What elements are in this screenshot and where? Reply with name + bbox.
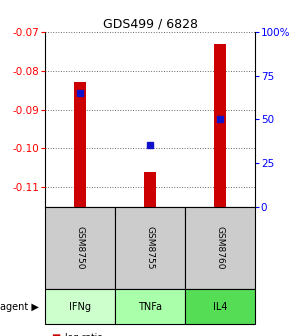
Text: IL4: IL4 <box>213 302 227 311</box>
Text: IFNg: IFNg <box>69 302 91 311</box>
Bar <box>214 44 226 207</box>
Text: GSM8750: GSM8750 <box>75 226 84 269</box>
Text: GSM8755: GSM8755 <box>146 226 155 269</box>
Text: agent ▶: agent ▶ <box>0 302 39 311</box>
Title: GDS499 / 6828: GDS499 / 6828 <box>103 18 197 31</box>
Bar <box>144 172 156 207</box>
Text: GSM8760: GSM8760 <box>216 226 225 269</box>
Text: TNFa: TNFa <box>138 302 162 311</box>
Text: log ratio: log ratio <box>65 333 103 336</box>
Text: ■: ■ <box>51 333 60 336</box>
Bar <box>74 82 86 207</box>
